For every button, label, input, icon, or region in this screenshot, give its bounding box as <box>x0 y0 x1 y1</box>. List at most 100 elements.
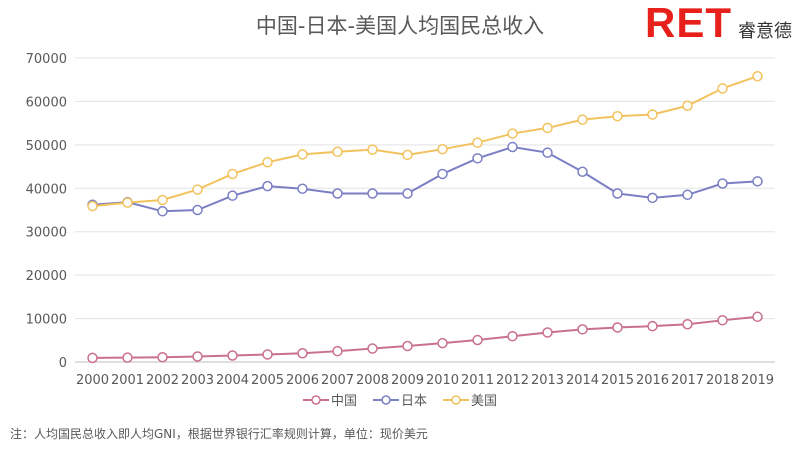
data-point <box>647 109 658 120</box>
brand-text: 睿意德 <box>738 21 792 42</box>
data-point <box>192 351 203 362</box>
data-point <box>262 156 273 168</box>
y-tick-label: 60000 <box>26 95 67 110</box>
legend-label: 美国 <box>471 394 498 409</box>
data-point <box>157 351 168 363</box>
data-point <box>367 188 378 199</box>
data-point <box>542 122 553 134</box>
data-point <box>332 188 343 199</box>
x-tick-label: 2009 <box>391 373 424 388</box>
data-point <box>682 189 693 201</box>
data-point <box>227 350 238 361</box>
y-tick-label: 50000 <box>26 139 67 154</box>
data-point <box>752 176 763 187</box>
x-tick-label: 2014 <box>566 373 599 388</box>
legend-item: 日本 <box>372 390 427 409</box>
data-point <box>437 143 448 155</box>
data-point <box>507 330 518 342</box>
x-tick-label: 2003 <box>181 373 214 388</box>
data-point <box>332 146 343 158</box>
brand-mark: RET <box>645 0 732 46</box>
legend: 中国 日本 美国 <box>0 390 800 409</box>
y-tick-label: 10000 <box>26 313 67 328</box>
data-point <box>262 180 273 192</box>
x-tick-label: 2011 <box>461 373 494 388</box>
data-point <box>122 197 133 208</box>
data-point <box>472 334 483 346</box>
x-tick-label: 2018 <box>706 373 739 388</box>
data-point <box>612 322 623 333</box>
data-point <box>647 192 658 204</box>
legend-item: 中国 <box>302 390 357 409</box>
legend-label: 日本 <box>400 394 427 409</box>
data-point <box>192 204 203 216</box>
x-tick-label: 2017 <box>671 373 704 388</box>
x-tick-label: 2010 <box>426 373 459 388</box>
data-point <box>332 345 343 357</box>
y-tick-label: 70000 <box>26 52 67 67</box>
chart-title: 中国-日本-美国人均国民总收入 <box>255 14 545 38</box>
data-point <box>612 188 623 199</box>
data-point <box>507 141 518 153</box>
y-tick-label: 20000 <box>26 269 67 284</box>
data-point <box>437 337 448 349</box>
x-tick-label: 2006 <box>286 373 319 388</box>
brand-logo: RET 睿意德 <box>645 2 792 44</box>
legend-swatch-icon <box>372 394 399 405</box>
data-point <box>402 340 413 352</box>
series-line-0 <box>92 315 758 359</box>
data-point <box>227 168 238 180</box>
data-point <box>612 110 623 122</box>
x-tick-label: 2001 <box>111 373 144 388</box>
data-point <box>682 319 693 330</box>
data-point <box>717 178 728 189</box>
data-point <box>752 311 763 323</box>
data-point <box>577 114 588 125</box>
data-point <box>717 83 728 94</box>
data-point <box>367 343 378 354</box>
data-point <box>122 352 133 363</box>
legend-label: 中国 <box>330 394 357 409</box>
x-tick-label: 2005 <box>251 373 284 388</box>
data-point <box>472 153 483 164</box>
y-tick-label: 0 <box>59 356 67 371</box>
data-point <box>87 200 98 212</box>
data-point <box>297 348 308 359</box>
data-point <box>192 184 203 195</box>
data-point <box>157 206 168 217</box>
x-tick-label: 2000 <box>76 373 109 388</box>
data-point <box>717 315 728 326</box>
x-tick-label: 2012 <box>496 373 529 388</box>
data-point <box>87 352 98 364</box>
x-tick-label: 2008 <box>356 373 389 388</box>
x-tick-label: 2015 <box>601 373 634 388</box>
data-point <box>752 70 763 82</box>
y-tick-label: 30000 <box>26 226 67 241</box>
y-tick-label: 40000 <box>26 182 67 197</box>
legend-item: 美国 <box>443 390 497 409</box>
x-tick-label: 2016 <box>636 373 669 388</box>
data-point <box>402 188 413 199</box>
data-point <box>262 349 273 360</box>
data-point <box>157 194 168 206</box>
legend-swatch-icon <box>443 394 469 405</box>
series-line-1 <box>92 146 758 213</box>
data-point <box>507 128 518 139</box>
data-point <box>437 168 448 180</box>
x-tick-label: 2004 <box>216 373 249 388</box>
data-point <box>297 149 308 160</box>
x-tick-label: 2013 <box>531 373 564 388</box>
data-point <box>577 324 588 335</box>
data-point <box>647 320 658 332</box>
x-tick-label: 2019 <box>741 373 774 388</box>
data-point <box>227 190 238 201</box>
data-point <box>297 183 308 194</box>
legend-swatch-icon <box>302 394 329 405</box>
data-point <box>682 100 693 112</box>
x-tick-label: 2002 <box>146 373 179 388</box>
data-point <box>402 149 413 161</box>
data-point <box>472 137 483 148</box>
data-point <box>542 327 553 338</box>
data-point <box>367 144 378 155</box>
